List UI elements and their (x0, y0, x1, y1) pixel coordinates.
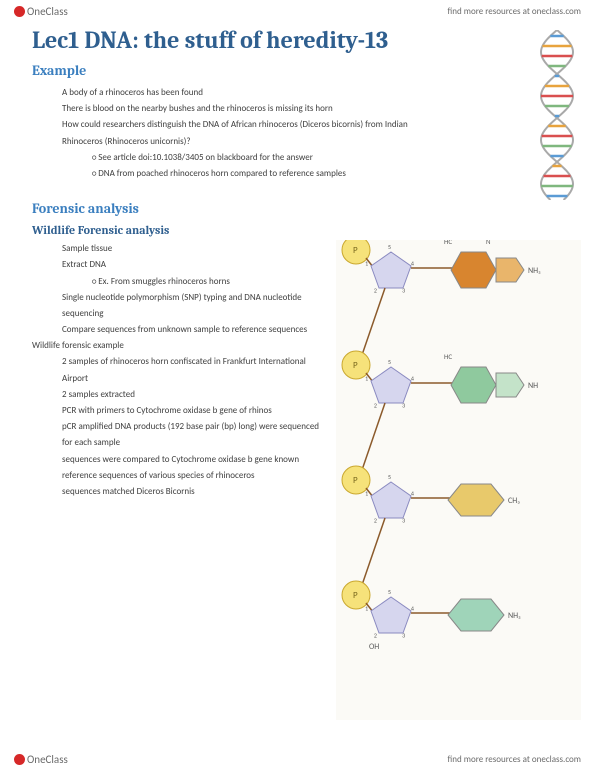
heading-wildlife: Wildlife Forensic analysis (32, 223, 585, 237)
svg-text:1: 1 (365, 375, 368, 383)
svg-text:5: 5 (388, 243, 391, 251)
wf-ex-line: reference sequences of various species o… (32, 468, 352, 484)
example-line: A body of a rhinoceros has been found (32, 85, 585, 101)
wf-ex-line: sequences matched Diceros Bicornis (32, 484, 352, 500)
wf-line: sequencing (32, 306, 352, 322)
svg-text:P: P (353, 475, 358, 486)
svg-text:4: 4 (411, 490, 414, 498)
svg-text:HC: HC (444, 240, 452, 246)
svg-text:HC: HC (444, 352, 452, 361)
svg-text:3: 3 (402, 286, 405, 294)
svg-text:CH₃: CH₃ (508, 496, 520, 506)
tagline-bottom: find more resources at oneclass.com (448, 754, 581, 765)
example-line: How could researchers distinguish the DN… (32, 117, 585, 133)
svg-text:5: 5 (388, 473, 391, 481)
tagline-top: find more resources at oneclass.com (448, 6, 581, 17)
svg-text:3: 3 (402, 516, 405, 524)
svg-text:5: 5 (388, 358, 391, 366)
wf-ex-line: 2 samples of rhinoceros horn confiscated… (32, 354, 352, 370)
svg-text:4: 4 (411, 260, 414, 268)
logo-circle-icon (14, 6, 25, 17)
top-bar: OneClass find more resources at oneclass… (0, 0, 595, 22)
wf-ex-line: 2 samples extracted (32, 387, 352, 403)
svg-text:NH: NH (528, 381, 538, 391)
svg-text:OH: OH (369, 642, 379, 652)
svg-text:4: 4 (411, 375, 414, 383)
svg-text:5: 5 (388, 588, 391, 596)
svg-text:2: 2 (374, 516, 377, 524)
brand-name: OneClass (27, 5, 68, 18)
wf-sub: Ex. From smuggles rhinoceros horns (32, 274, 352, 290)
wf-line: Sample tissue (32, 241, 352, 257)
wf-example-head: Wildlife forensic example (32, 338, 352, 354)
svg-text:2: 2 (374, 631, 377, 639)
svg-text:4: 4 (411, 605, 414, 613)
logo-top: OneClass (14, 5, 68, 18)
heading-forensic: Forensic analysis (32, 200, 585, 217)
heading-example: Example (32, 62, 585, 79)
wf-ex-line: pCR amplified DNA products (192 base pai… (32, 419, 352, 435)
logo-bottom: OneClass (14, 753, 68, 766)
page-title: Lec1 DNA: the stuff of heredity-13 (32, 26, 585, 54)
svg-text:NH₂: NH₂ (528, 266, 541, 276)
example-sub: See article doi:10.1038/3405 on blackboa… (32, 150, 585, 166)
nucleotide-chain-figure: PNH₂54321HCNPNH54321HCPCH₃54321PNH₂54321… (336, 240, 581, 720)
brand-name-bottom: OneClass (27, 753, 68, 766)
bottom-bar: OneClass find more resources at oneclass… (0, 748, 595, 770)
wf-line: Extract DNA (32, 257, 352, 273)
svg-text:P: P (353, 245, 358, 256)
logo-circle-icon (14, 754, 25, 765)
dna-helix-figure (533, 30, 581, 200)
svg-text:3: 3 (402, 401, 405, 409)
svg-text:1: 1 (365, 605, 368, 613)
svg-text:NH₂: NH₂ (508, 611, 521, 621)
wf-line: Single nucleotide polymorphism (SNP) typ… (32, 290, 352, 306)
example-line: Rhinoceros (Rhinoceros unicornis)? (32, 134, 585, 150)
svg-text:P: P (353, 360, 358, 371)
svg-text:1: 1 (365, 490, 368, 498)
wf-ex-line: Airport (32, 371, 352, 387)
example-sub: DNA from poached rhinoceros horn compare… (32, 166, 585, 182)
wildlife-body: Sample tissue Extract DNA Ex. From smugg… (32, 241, 352, 500)
example-body: A body of a rhinoceros has been found Th… (32, 85, 585, 182)
svg-text:2: 2 (374, 401, 377, 409)
svg-text:1: 1 (365, 260, 368, 268)
svg-text:N: N (486, 240, 491, 246)
wf-ex-line: sequences were compared to Cytochrome ox… (32, 452, 352, 468)
example-line: There is blood on the nearby bushes and … (32, 101, 585, 117)
svg-text:3: 3 (402, 631, 405, 639)
svg-text:2: 2 (374, 286, 377, 294)
wf-ex-line: PCR with primers to Cytochrome oxidase b… (32, 403, 352, 419)
svg-text:P: P (353, 590, 358, 601)
wf-line: Compare sequences from unknown sample to… (32, 322, 352, 338)
wf-ex-line: for each sample (32, 435, 352, 451)
